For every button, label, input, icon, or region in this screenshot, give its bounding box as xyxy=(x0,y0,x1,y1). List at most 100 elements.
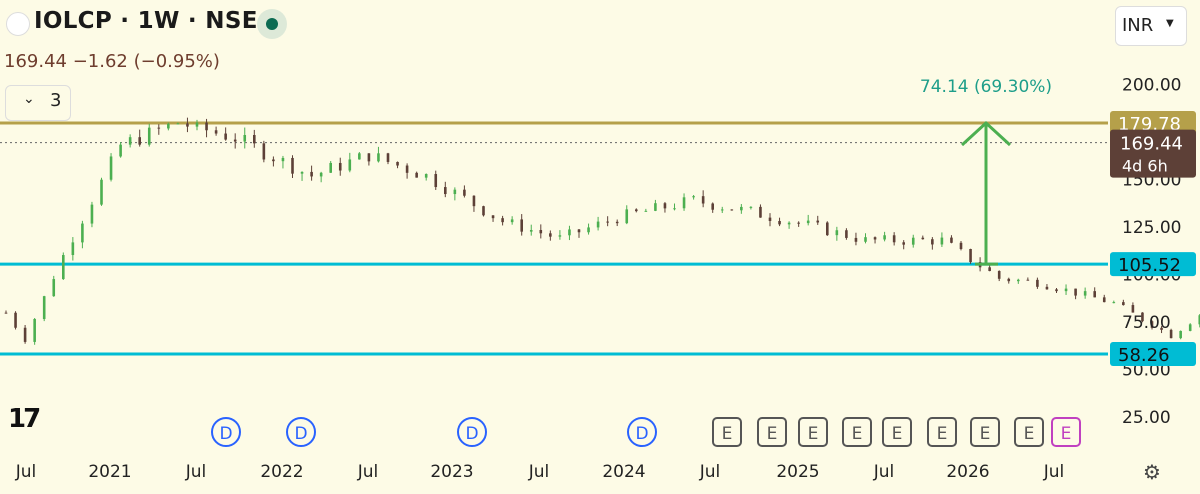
candle-body xyxy=(367,153,371,162)
x-tick-label: 2023 xyxy=(430,462,473,482)
earnings-badge xyxy=(757,417,787,447)
level-tag-mid-label: 105.52 xyxy=(1118,255,1181,276)
dividend-badge xyxy=(211,417,241,447)
earnings-badge xyxy=(842,417,872,447)
candle-body xyxy=(778,220,781,225)
candle-body xyxy=(1188,324,1192,331)
candle-body xyxy=(329,162,332,173)
x-tick-label: 2025 xyxy=(776,462,819,482)
candle-body xyxy=(348,159,352,171)
earnings-badge-label: E xyxy=(1024,424,1035,444)
candle-body xyxy=(587,227,590,233)
dividend-badge-label: D xyxy=(294,424,307,444)
candle-body xyxy=(558,235,562,237)
candle-body xyxy=(90,204,94,224)
candle-body xyxy=(81,223,84,243)
candle-body xyxy=(988,267,991,272)
candle-body xyxy=(23,327,27,342)
candle-body xyxy=(338,162,342,171)
candle-body xyxy=(1160,327,1163,330)
candle-body xyxy=(109,156,113,180)
earnings-badge-label: E xyxy=(1061,424,1072,444)
earnings-badge-label: E xyxy=(722,424,733,444)
candle-body xyxy=(1150,321,1154,328)
x-tick-label: Jul xyxy=(699,462,721,482)
candle-body xyxy=(911,237,915,245)
candle-body xyxy=(377,153,380,162)
candle-body xyxy=(71,242,75,256)
settings-gear-icon[interactable]: ⚙ xyxy=(1143,460,1161,484)
candle-body xyxy=(396,161,399,166)
candle-body xyxy=(482,206,485,216)
candle-body xyxy=(157,127,161,129)
candle-body xyxy=(33,319,36,342)
y-tick-label: 25.00 xyxy=(1122,408,1171,428)
y-tick-label: 125.00 xyxy=(1122,218,1181,238)
candle-body xyxy=(596,221,600,228)
last-price-tag xyxy=(1110,129,1196,178)
candle-body xyxy=(262,143,266,160)
candle-body xyxy=(940,237,944,245)
earnings-badge-label: E xyxy=(892,424,903,444)
candle-body xyxy=(701,196,705,204)
candle-body xyxy=(233,139,237,142)
earnings-badge-label: E xyxy=(767,424,778,444)
earnings-badge-label: E xyxy=(852,424,863,444)
candle-body xyxy=(720,209,724,211)
ohlc-change: 169.44 −1.62 (−0.95%) xyxy=(4,51,220,72)
candle-body xyxy=(625,209,629,224)
bar-countdown-label: 4d 6h xyxy=(1122,157,1168,176)
candle-body xyxy=(654,203,657,211)
candle-body xyxy=(42,296,46,320)
dividend-badge xyxy=(457,417,487,447)
symbol-title[interactable]: IOLCP · 1W · NSE xyxy=(34,8,258,34)
chevron-down-icon: ⌄ xyxy=(23,91,35,107)
candle-body xyxy=(186,123,189,127)
candle-body xyxy=(969,249,972,263)
candle-body xyxy=(472,195,476,207)
dividend-badge-label: D xyxy=(465,424,478,444)
candle-body xyxy=(1026,279,1030,281)
candle-body xyxy=(119,144,122,157)
candle-body xyxy=(243,134,247,142)
x-tick-label: Jul xyxy=(357,462,379,482)
candle-body xyxy=(816,220,820,223)
candle-body xyxy=(1017,279,1020,282)
candle-body xyxy=(444,187,447,195)
candle-body xyxy=(1131,305,1135,313)
currency-select[interactable]: INR ▼ xyxy=(1115,6,1187,46)
candle-body xyxy=(1112,302,1116,304)
candle-body xyxy=(787,222,791,225)
measure-label: 74.14 (69.30%) xyxy=(920,77,1052,97)
candle-body xyxy=(272,159,275,162)
candle-body xyxy=(281,157,285,162)
candle-body xyxy=(902,242,905,245)
candle-body xyxy=(501,218,504,223)
candle-body xyxy=(424,174,428,178)
candle-body xyxy=(1141,312,1144,322)
dividend-badge-label: D xyxy=(219,424,232,444)
tradingview-logo-icon[interactable]: 17 xyxy=(8,404,41,434)
candle-body xyxy=(892,235,896,243)
candle-body xyxy=(510,219,514,223)
chevron-down-icon: ▼ xyxy=(1166,18,1174,29)
earnings-badge xyxy=(1014,417,1044,447)
x-tick-label: 2021 xyxy=(88,462,131,482)
earnings-badge-label: E xyxy=(808,424,819,444)
candle-body xyxy=(950,237,953,243)
candle-body xyxy=(730,209,734,211)
earnings-badge-label: E xyxy=(980,424,991,444)
candle-body xyxy=(692,196,695,198)
market-open-icon[interactable] xyxy=(257,9,287,39)
candle-body xyxy=(529,229,533,232)
currency-label: INR xyxy=(1122,15,1154,36)
earnings-badge-label: E xyxy=(937,424,948,444)
candle-body xyxy=(1093,291,1096,298)
candle-body xyxy=(52,279,56,297)
indicators-toggle-button[interactable]: ⌄ 3 xyxy=(5,85,71,121)
candle-body xyxy=(491,215,495,219)
x-tick-label: Jul xyxy=(1043,462,1065,482)
candle-body xyxy=(997,271,1001,279)
candle-body xyxy=(568,229,571,236)
